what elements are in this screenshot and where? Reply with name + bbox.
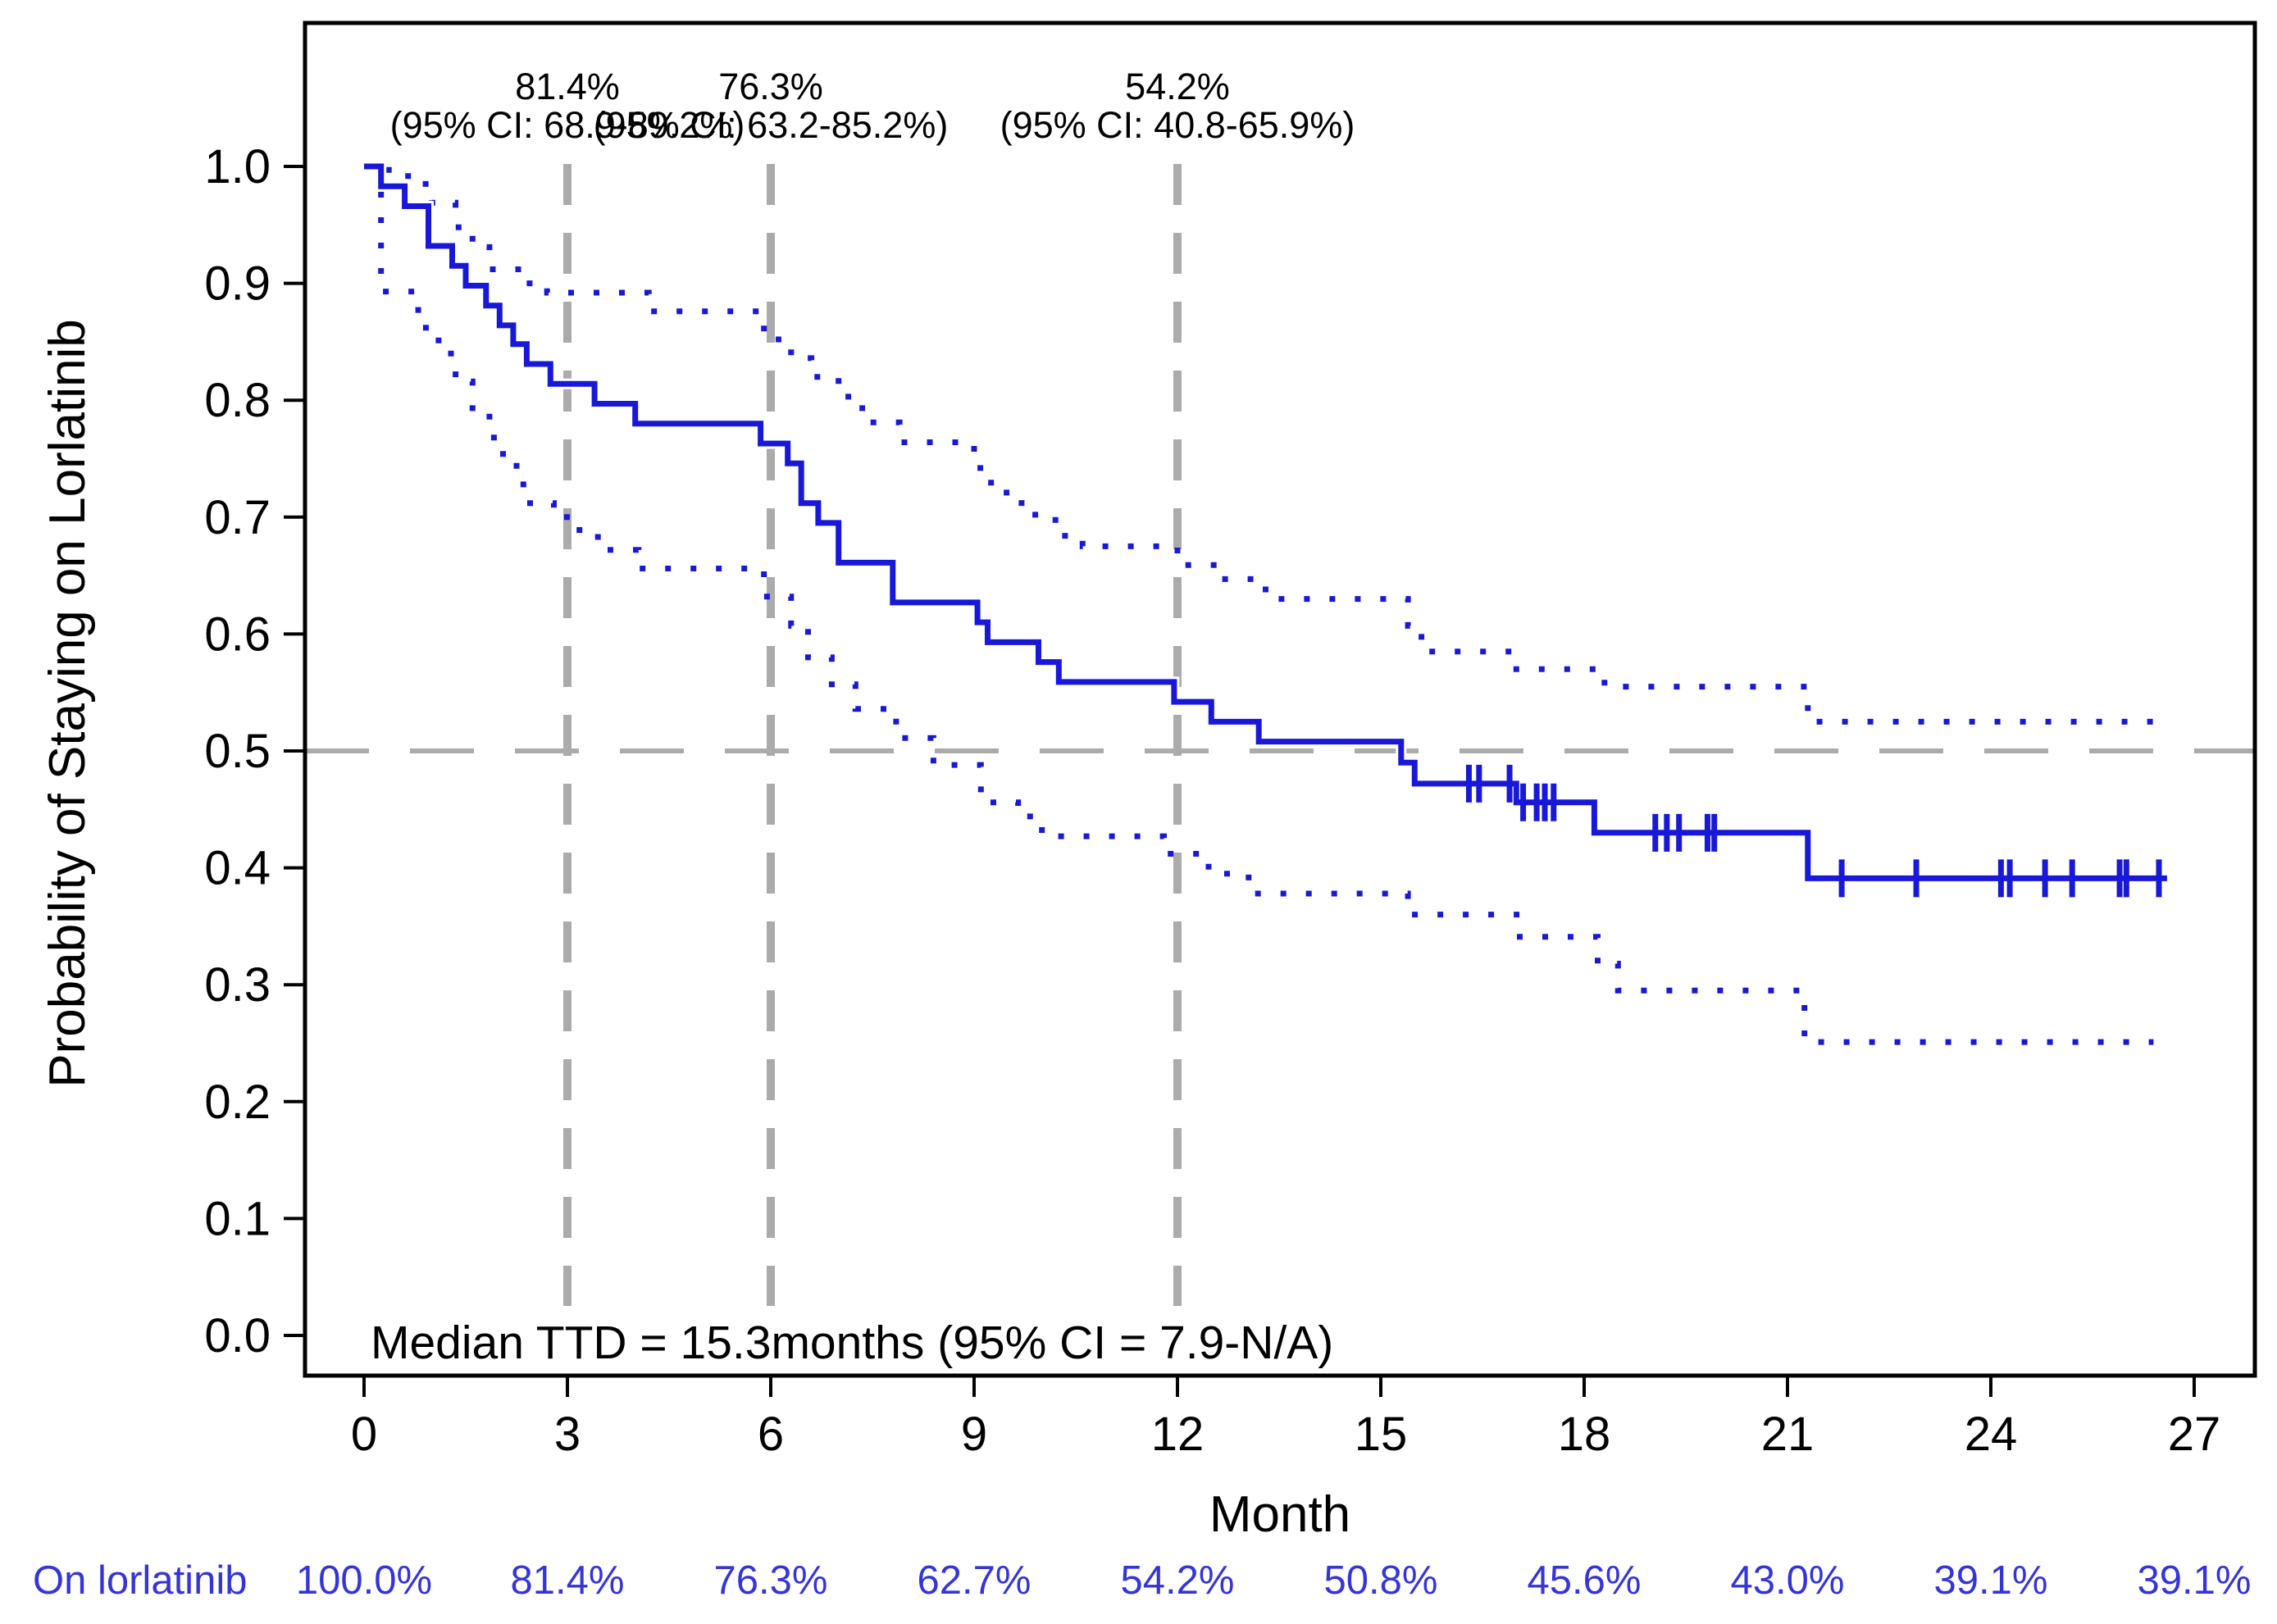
- y-tick-label: 0.2: [204, 1076, 271, 1129]
- y-tick-label: 1.0: [204, 140, 271, 193]
- y-tick-label: 0.3: [204, 958, 271, 1012]
- x-tick-label: 6: [758, 1408, 784, 1461]
- risk-row-value: 43.0%: [1731, 1558, 1845, 1603]
- risk-row-value: 81.4%: [511, 1558, 625, 1603]
- ci-lower-band: [378, 166, 2154, 1045]
- x-tick-label: 18: [1558, 1408, 1611, 1461]
- km-curve-halo: [364, 161, 2167, 884]
- annotation-ci-month-6: (95% CI: 63.2-85.2%): [594, 104, 949, 146]
- y-tick-label: 0.5: [204, 725, 271, 778]
- x-axis-title: Month: [1209, 1486, 1350, 1543]
- risk-row-value: 54.2%: [1121, 1558, 1235, 1603]
- risk-row-label: On lorlatinib: [33, 1558, 247, 1603]
- x-tick-label: 27: [2168, 1408, 2221, 1461]
- x-tick-label: 12: [1151, 1408, 1205, 1461]
- risk-row-value: 39.1%: [2138, 1558, 2252, 1603]
- x-tick-label: 0: [351, 1408, 377, 1461]
- x-tick-label: 3: [554, 1408, 581, 1461]
- annotation-ci-month-3: (95% CI: 68.9-89.2%): [390, 104, 745, 146]
- y-tick-label: 0.8: [204, 374, 271, 427]
- annotation-ci-month-12: (95% CI: 40.8-65.9%): [1000, 104, 1355, 146]
- y-axis-title: Probability of Staying on Lorlatinib: [39, 319, 96, 1087]
- ci-upper-band: [364, 163, 2167, 725]
- annotation-value-month-6: 76.3%: [718, 66, 823, 107]
- x-tick-label: 9: [961, 1408, 987, 1461]
- risk-row-value: 39.1%: [1934, 1558, 2048, 1603]
- risk-row-value: 62.7%: [918, 1558, 1031, 1603]
- y-tick-label: 0.1: [204, 1192, 271, 1245]
- median-ttd-annotation: Median TTD = 15.3months (95% CI = 7.9-N/…: [371, 1317, 1333, 1369]
- y-tick-label: 0.0: [204, 1309, 271, 1362]
- x-tick-label: 21: [1761, 1408, 1815, 1461]
- x-tick-label: 24: [1965, 1408, 2018, 1461]
- x-tick-label: 15: [1355, 1408, 1408, 1461]
- y-tick-label: 0.6: [204, 607, 271, 661]
- annotation-value-month-12: 54.2%: [1125, 66, 1230, 107]
- y-tick-label: 0.7: [204, 491, 271, 544]
- risk-row-value: 50.8%: [1324, 1558, 1438, 1603]
- risk-row-value: 45.6%: [1528, 1558, 1642, 1603]
- risk-row-value: 100.0%: [296, 1558, 432, 1603]
- annotation-value-month-3: 81.4%: [515, 66, 620, 107]
- plot-frame: [303, 20, 2257, 1378]
- km-curve: [364, 163, 2167, 881]
- y-tick-label: 0.9: [204, 257, 271, 311]
- y-tick-label: 0.4: [204, 842, 271, 895]
- risk-row-value: 76.3%: [714, 1558, 828, 1603]
